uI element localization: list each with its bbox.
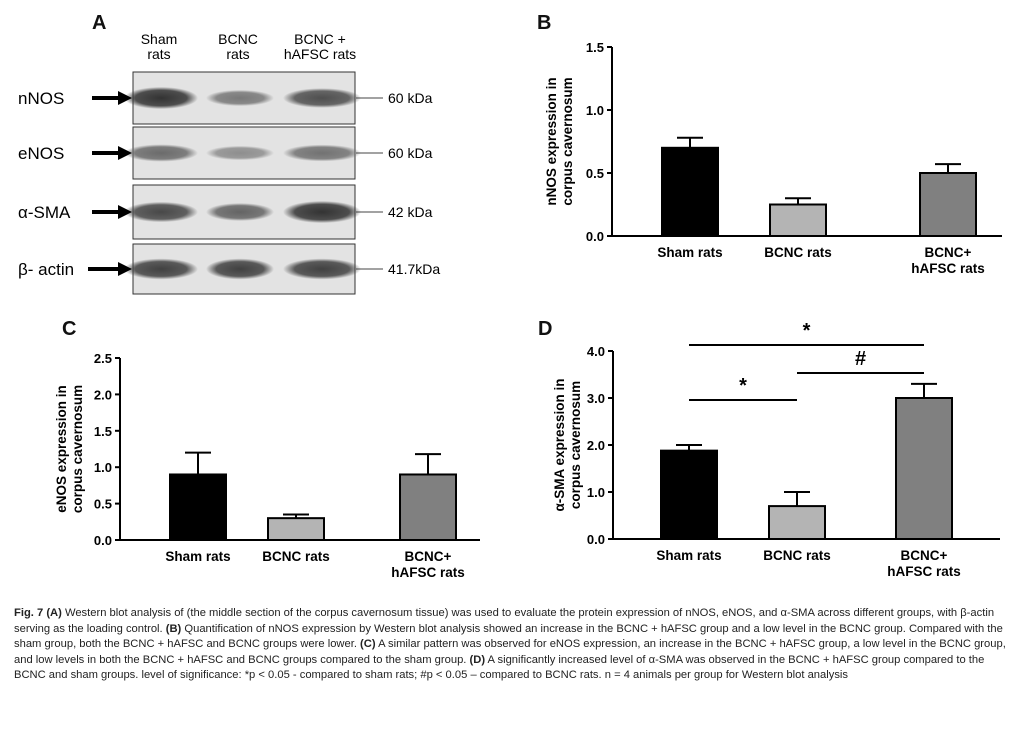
blot-band [206,258,274,280]
y-tick-label: 1.5 [94,424,112,439]
x-category-label: hAFSC rats [887,564,961,579]
blot-band [206,203,274,221]
blot-arrow-head [118,91,132,105]
y-tick-label: 0.0 [94,533,112,548]
y-tick-label: 0.0 [586,229,604,244]
blot-column-label: Sham [141,31,178,47]
bar [267,517,325,542]
x-category-label: hAFSC rats [911,261,985,276]
caption-d-label: (D) [469,653,486,666]
blot-column-label: BCNC + [294,31,346,47]
y-axis-label: eNOS expression in corpus cavernosum [54,385,85,513]
nnos-bar-chart: 0.0 0.5 1.0 1.5 nNOS expression in corpus cav… [544,40,1002,276]
blot-band [124,86,198,110]
caption-c-label: (C) [360,638,376,651]
y-axis-label-line: nNOS expression in [544,77,559,205]
significance-symbol: # [855,348,866,370]
y-axis-label-line: corpus cavernosum [560,77,575,205]
x-category-label: Sham rats [165,549,230,564]
caption-a-label: (A) [46,607,62,619]
blot-kda-label: 41.7kDa [388,261,440,277]
caption-fig-label: Fig. 7 [14,607,44,619]
y-axis-label-line: corpus cavernosum [568,381,583,509]
blot-arrow-head [118,205,132,219]
caption-d-text: A significantly increased level of α-SMA… [14,653,985,682]
bar [169,473,227,541]
blot-kda-label: 60 kDa [388,90,433,106]
blot-band [283,200,361,224]
blot-column-label: hAFSC rats [284,46,356,62]
blot-band [283,144,361,162]
alpha-sma-bar-chart: 0.0 1.0 2.0 3.0 4.0 α-SMA expression in corpus… [552,320,1000,579]
figure-caption: Fig. 7 (A) Western blot analysis of (the… [14,606,1012,684]
y-tick-label: 2.0 [587,438,605,453]
blot-row-label: β- actin [18,260,74,279]
caption-b-label: (B) [165,622,182,635]
caption-a-text: Western blot analysis of (the middle sec… [14,607,995,635]
blot-row-label: α-SMA [18,203,71,222]
bar [399,473,457,541]
x-category-label: Sham rats [657,245,722,260]
blot-column-label: BCNC [218,31,258,47]
y-axis-label: α-SMA expression in corpus cavernosum [552,378,583,511]
significance-symbol: * [739,375,747,397]
blot-kda-label: 60 kDa [388,145,433,161]
y-tick-label: 4.0 [587,344,605,359]
x-category-label: Sham rats [656,548,721,563]
y-tick-label: 0.5 [94,497,112,512]
x-category-label: BCNC rats [262,549,330,564]
y-tick-label: 2.0 [94,387,112,402]
x-category-label: BCNC rats [764,245,832,260]
blot-band [124,144,198,162]
blot-arrow-head [118,262,132,276]
y-tick-label: 1.0 [586,103,604,118]
caption-b-text: Quantification of nNOS expression by Wes… [14,622,1003,651]
y-tick-label: 0.0 [587,532,605,547]
y-tick-label: 1.5 [586,40,604,55]
panel-a-letter: A [92,12,107,34]
blot-row-label: eNOS [18,144,64,163]
x-category-label: BCNC+ [405,549,452,564]
blot-band [283,258,361,280]
y-tick-label: 0.5 [586,166,604,181]
y-axis-label-line: α-SMA expression in [552,378,567,511]
blot-column-label: rats [147,46,170,62]
blot-row-label: nNOS [18,89,64,108]
y-axis-label: nNOS expression in corpus cavernosum [544,77,575,205]
significance-symbol: * [803,320,811,342]
enos-bar-chart: 0.0 0.5 1.0 1.5 2.0 2.5 eNOS expression in corp… [54,351,480,580]
caption-c-text: A similar pattern was observed for eNOS … [14,638,1006,666]
blot-band [124,201,198,223]
y-tick-label: 3.0 [587,391,605,406]
bar [660,449,718,540]
blot-column-label: rats [226,46,249,62]
x-category-label: BCNC rats [763,548,831,563]
bar [769,203,827,237]
bar [768,505,826,541]
blot-arrow-head [118,146,132,160]
y-tick-label: 1.0 [94,460,112,475]
y-tick-label: 1.0 [587,485,605,500]
blot-kda-label: 42 kDa [388,204,433,220]
x-category-label: BCNC+ [925,245,972,260]
panel-d-letter: D [538,318,553,340]
y-axis-label-line: corpus cavernosum [70,385,85,513]
blot-band [283,88,361,108]
bar [661,146,719,237]
bar [919,172,977,237]
x-category-label: hAFSC rats [391,565,465,580]
blot-band [124,258,198,280]
panel-b-letter: B [537,12,552,34]
y-axis-label-line: eNOS expression in [54,385,69,513]
blot-band [206,89,274,107]
x-category-label: BCNC+ [901,548,948,563]
y-tick-label: 2.5 [94,351,112,366]
panel-c-letter: C [62,318,77,340]
bar [895,397,953,540]
blot-band [206,145,274,161]
